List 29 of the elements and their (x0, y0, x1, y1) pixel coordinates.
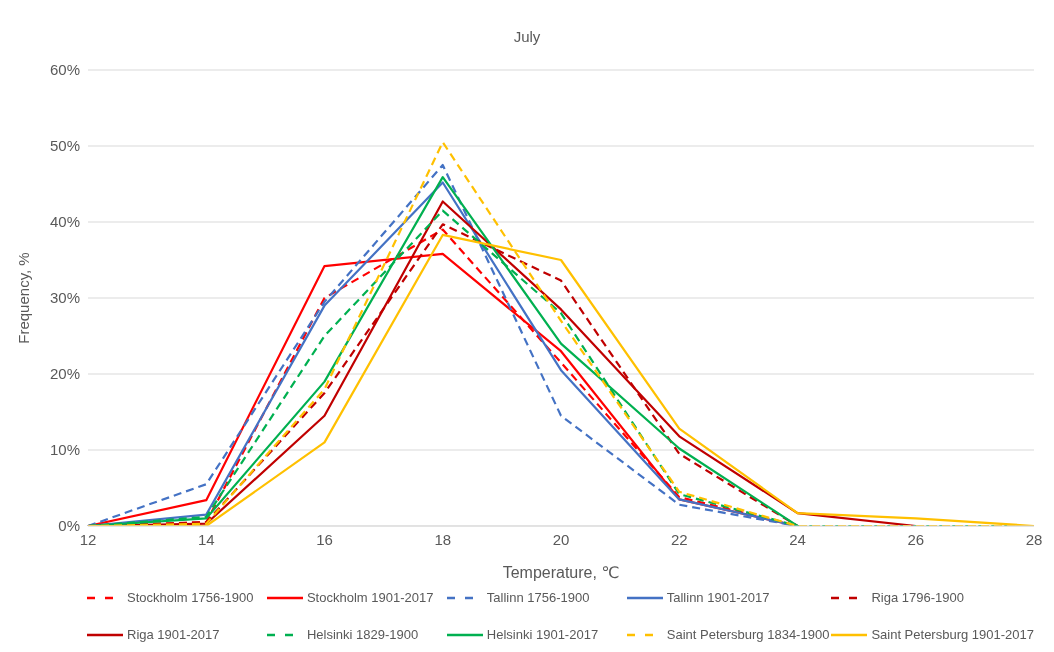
legend-label: Tallinn 1756-1900 (486, 590, 590, 605)
legend-label: Saint Petersburg 1834-1900 (666, 627, 830, 642)
y-tick-label: 50% (49, 137, 80, 155)
legend-label: Tallinn 1901-2017 (666, 590, 770, 605)
legend-label: Saint Petersburg 1901-2017 (871, 627, 1034, 642)
legend-label: Stockholm 1901-2017 (306, 590, 434, 605)
x-tick-label: 16 (316, 530, 333, 548)
y-tick-label: 20% (49, 365, 80, 383)
y-tick-label: 40% (49, 213, 80, 231)
legend-label: Stockholm 1756-1900 (127, 590, 254, 605)
x-tick-label: 26 (907, 530, 925, 548)
chart-title: July (512, 28, 542, 45)
y-tick-label: 10% (49, 441, 80, 459)
x-tick-label: 28 (1025, 530, 1043, 548)
y-tick-label: 30% (49, 289, 80, 307)
x-axis-title: Temperature, ℃ (502, 564, 620, 581)
x-tick-label: 18 (434, 530, 452, 548)
y-axis-title: Frequency, % (15, 252, 33, 344)
legend-label: Helsinki 1829-1900 (306, 627, 419, 642)
legend-label: Helsinki 1901-2017 (486, 627, 599, 642)
x-tick-label: 20 (552, 530, 570, 548)
y-tick-label: 0% (58, 517, 80, 535)
x-tick-label: 22 (670, 530, 688, 548)
x-tick-label: 12 (79, 530, 97, 548)
x-tick-label: 24 (789, 530, 806, 548)
legend-label: Riga 1796-1900 (871, 590, 964, 605)
legend-label: Riga 1901-2017 (127, 627, 220, 642)
y-tick-label: 60% (49, 61, 80, 79)
x-tick-label: 14 (197, 530, 215, 548)
